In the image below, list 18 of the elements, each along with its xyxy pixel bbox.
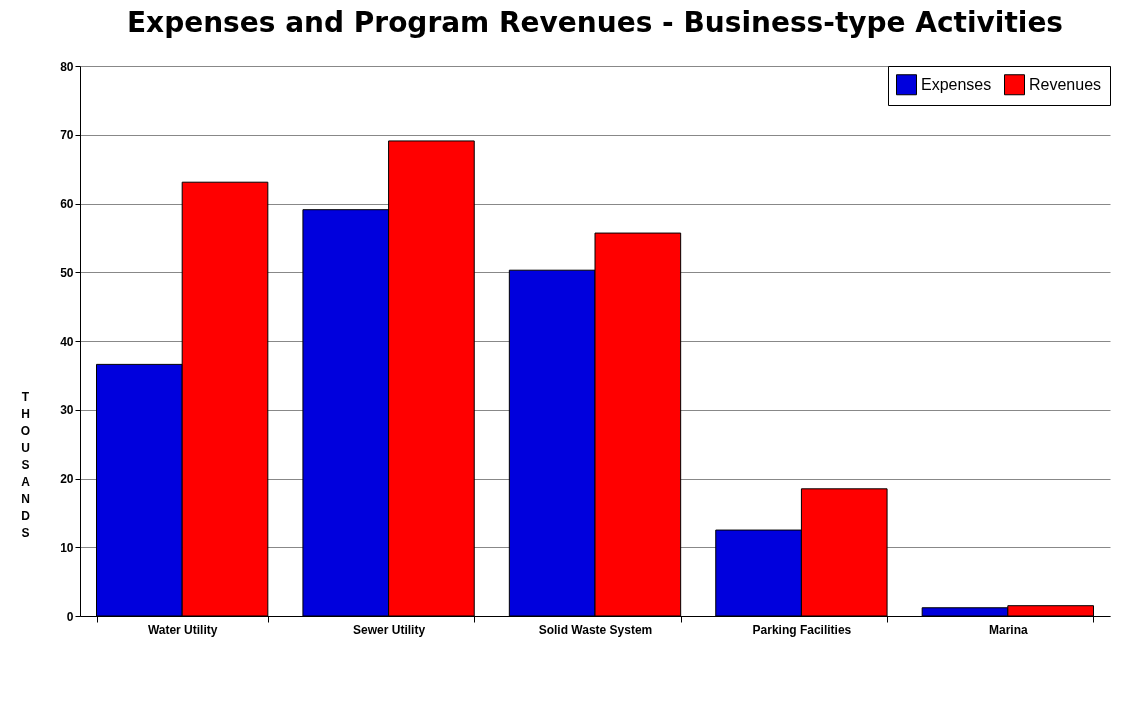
y-tick-label: 10 bbox=[60, 540, 74, 555]
y-tick-label: 20 bbox=[60, 472, 74, 486]
legend-label: Expenses bbox=[921, 75, 992, 93]
x-tick-label: Parking Facilities bbox=[752, 622, 852, 637]
y-tick-label: 30 bbox=[60, 403, 74, 418]
chart-title: Expenses and Program Revenues - Business-type Activities bbox=[126, 6, 1064, 39]
y-tick-label: 60 bbox=[60, 197, 74, 211]
y-tick-label: 70 bbox=[60, 128, 74, 143]
x-tick-label: Marina bbox=[988, 622, 1028, 637]
y-tick-label: 50 bbox=[60, 265, 74, 280]
x-tick-label: Solid Waste System bbox=[538, 622, 653, 637]
x-tick-label: Sewer Utility bbox=[353, 622, 426, 637]
x-tick-label: Water Utility bbox=[147, 622, 218, 637]
y-tick-label: 0 bbox=[66, 609, 74, 624]
text: THOUSANDS bbox=[20, 389, 31, 540]
y-tick-label: 40 bbox=[60, 334, 74, 349]
legend-label: Revenues bbox=[1029, 75, 1102, 93]
y-tick-label: 80 bbox=[60, 59, 74, 74]
